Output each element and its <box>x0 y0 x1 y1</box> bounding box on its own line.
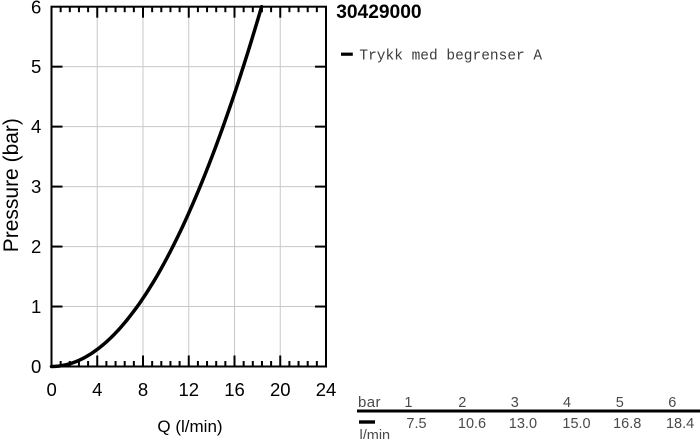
svg-text:24: 24 <box>316 379 337 400</box>
svg-text:l/min: l/min <box>360 428 391 439</box>
svg-text:0: 0 <box>47 379 57 400</box>
svg-text:4: 4 <box>563 395 571 411</box>
svg-text:Trykk med begrenser A: Trykk med begrenser A <box>359 49 542 65</box>
svg-text:4: 4 <box>92 379 102 400</box>
svg-text:4: 4 <box>31 116 41 137</box>
svg-text:16: 16 <box>224 379 245 400</box>
svg-text:12: 12 <box>178 379 199 400</box>
svg-text:13.0: 13.0 <box>509 416 537 432</box>
svg-text:20: 20 <box>270 379 291 400</box>
svg-text:1: 1 <box>404 395 412 411</box>
svg-text:16.8: 16.8 <box>613 416 641 432</box>
svg-text:30429000: 30429000 <box>336 2 421 23</box>
svg-text:3: 3 <box>511 395 519 411</box>
svg-text:18.4: 18.4 <box>666 416 694 432</box>
svg-text:15.0: 15.0 <box>562 416 590 432</box>
svg-text:0: 0 <box>31 356 41 377</box>
svg-text:8: 8 <box>138 379 148 400</box>
svg-text:6: 6 <box>31 0 41 17</box>
svg-text:5: 5 <box>616 395 624 411</box>
svg-text:Pressure (bar): Pressure (bar) <box>0 118 23 252</box>
svg-text:6: 6 <box>668 395 676 411</box>
svg-text:10.6: 10.6 <box>458 416 486 432</box>
svg-text:2: 2 <box>458 395 466 411</box>
svg-text:1: 1 <box>31 296 41 317</box>
svg-text:bar: bar <box>358 394 381 411</box>
svg-text:3: 3 <box>31 176 41 197</box>
svg-text:2: 2 <box>31 236 41 257</box>
svg-text:5: 5 <box>31 56 41 77</box>
svg-text:Q (l/min): Q (l/min) <box>157 417 222 436</box>
svg-text:7.5: 7.5 <box>406 416 426 432</box>
